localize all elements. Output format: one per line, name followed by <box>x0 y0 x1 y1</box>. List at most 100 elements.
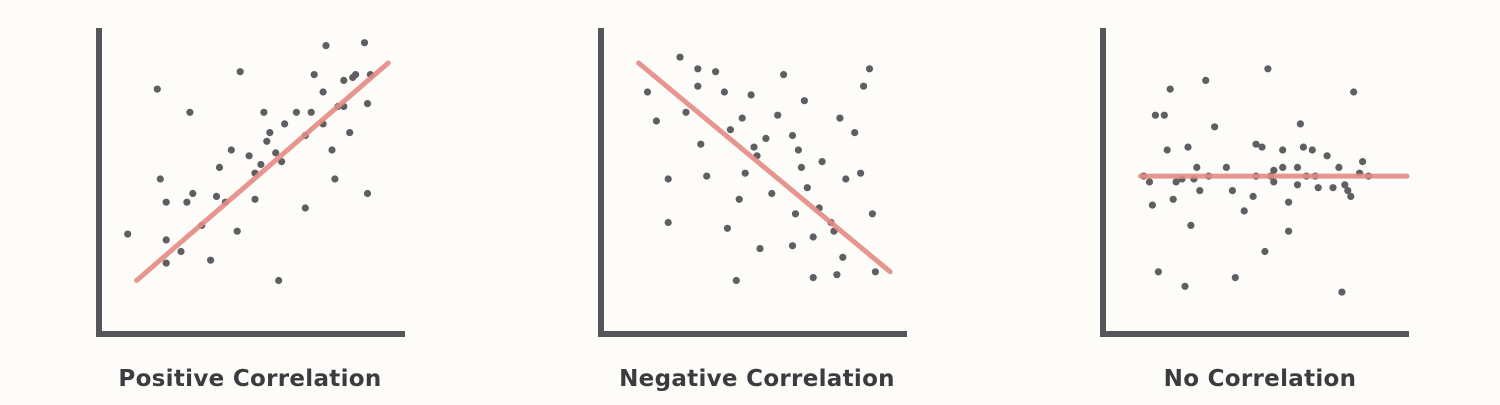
chart-title: Positive Correlation <box>118 366 382 392</box>
data-point <box>207 256 215 264</box>
data-point <box>263 137 271 145</box>
data-point <box>839 253 847 261</box>
data-point <box>800 97 809 105</box>
data-point <box>307 108 315 116</box>
data-point <box>227 146 235 154</box>
scatter-plot <box>1100 28 1410 337</box>
data-point <box>363 189 372 198</box>
data-point <box>189 189 197 198</box>
data-point <box>1293 181 1302 189</box>
data-point <box>1211 123 1219 131</box>
data-point <box>842 175 850 183</box>
data-point <box>153 85 161 93</box>
data-point <box>664 175 672 183</box>
data-point <box>836 114 844 122</box>
data-point <box>865 65 874 73</box>
data-point <box>1240 207 1248 215</box>
data-point <box>177 247 185 256</box>
data-point <box>1231 274 1239 282</box>
data-point <box>1154 268 1162 276</box>
data-point <box>1314 184 1322 192</box>
data-point <box>788 131 797 140</box>
scatter-plot <box>598 28 907 337</box>
data-point <box>747 91 755 99</box>
data-point <box>833 271 841 279</box>
data-point <box>682 108 690 116</box>
data-point <box>1222 163 1230 171</box>
data-point <box>363 100 372 108</box>
data-point <box>1347 192 1355 200</box>
data-point <box>1202 76 1210 84</box>
data-point <box>1166 85 1174 93</box>
data-point <box>697 140 705 148</box>
data-point <box>162 236 170 244</box>
data-point <box>750 143 758 151</box>
data-point <box>1323 152 1331 160</box>
data-point <box>1279 146 1287 154</box>
data-point <box>1299 143 1307 151</box>
data-point <box>186 108 194 116</box>
data-point <box>156 175 164 183</box>
data-point <box>215 163 224 171</box>
data-point <box>809 233 817 241</box>
data-point <box>1181 282 1189 290</box>
data-point <box>756 245 764 253</box>
data-point <box>162 259 170 267</box>
data-point <box>212 192 221 200</box>
data-point <box>340 76 348 84</box>
data-point <box>1335 163 1343 171</box>
data-point <box>1145 178 1154 186</box>
data-point <box>260 108 268 116</box>
data-point <box>1196 187 1204 195</box>
data-point <box>1285 227 1293 235</box>
data-point <box>735 195 743 203</box>
data-point <box>1193 163 1201 171</box>
data-point <box>251 195 259 203</box>
data-point <box>676 53 684 61</box>
data-point <box>352 71 360 79</box>
data-point <box>818 158 826 166</box>
data-point <box>292 108 300 116</box>
data-point <box>236 68 244 76</box>
data-point <box>1151 111 1159 119</box>
data-point <box>720 88 729 96</box>
data-point <box>803 184 811 192</box>
data-point <box>774 111 782 119</box>
data-point <box>788 242 797 250</box>
data-point <box>257 160 265 169</box>
data-point <box>726 126 735 134</box>
data-point <box>1228 187 1236 195</box>
data-point <box>331 175 339 183</box>
data-point <box>768 189 776 198</box>
data-point <box>868 210 877 218</box>
data-point <box>652 117 661 125</box>
data-point <box>694 82 702 90</box>
data-point <box>183 198 191 206</box>
data-point <box>1258 143 1266 151</box>
data-point <box>1329 184 1337 192</box>
data-point <box>1163 146 1171 154</box>
data-point <box>346 129 354 137</box>
data-point <box>1350 88 1358 96</box>
data-point <box>762 134 770 142</box>
data-point <box>1261 247 1269 256</box>
data-point <box>1252 140 1260 148</box>
trend-line <box>636 60 893 275</box>
data-point <box>328 146 336 154</box>
data-point <box>694 65 702 73</box>
data-point <box>1270 166 1278 174</box>
data-point <box>723 224 732 232</box>
scatter-plot <box>96 28 405 337</box>
data-point <box>1148 201 1156 209</box>
data-point <box>1169 195 1177 203</box>
data-point <box>1270 178 1278 186</box>
data-point <box>1187 221 1195 229</box>
data-point <box>738 114 746 122</box>
data-point <box>664 218 672 227</box>
data-point <box>322 42 330 50</box>
data-point <box>272 149 280 157</box>
data-point <box>360 39 369 47</box>
data-point <box>281 120 289 128</box>
data-point <box>162 198 170 206</box>
